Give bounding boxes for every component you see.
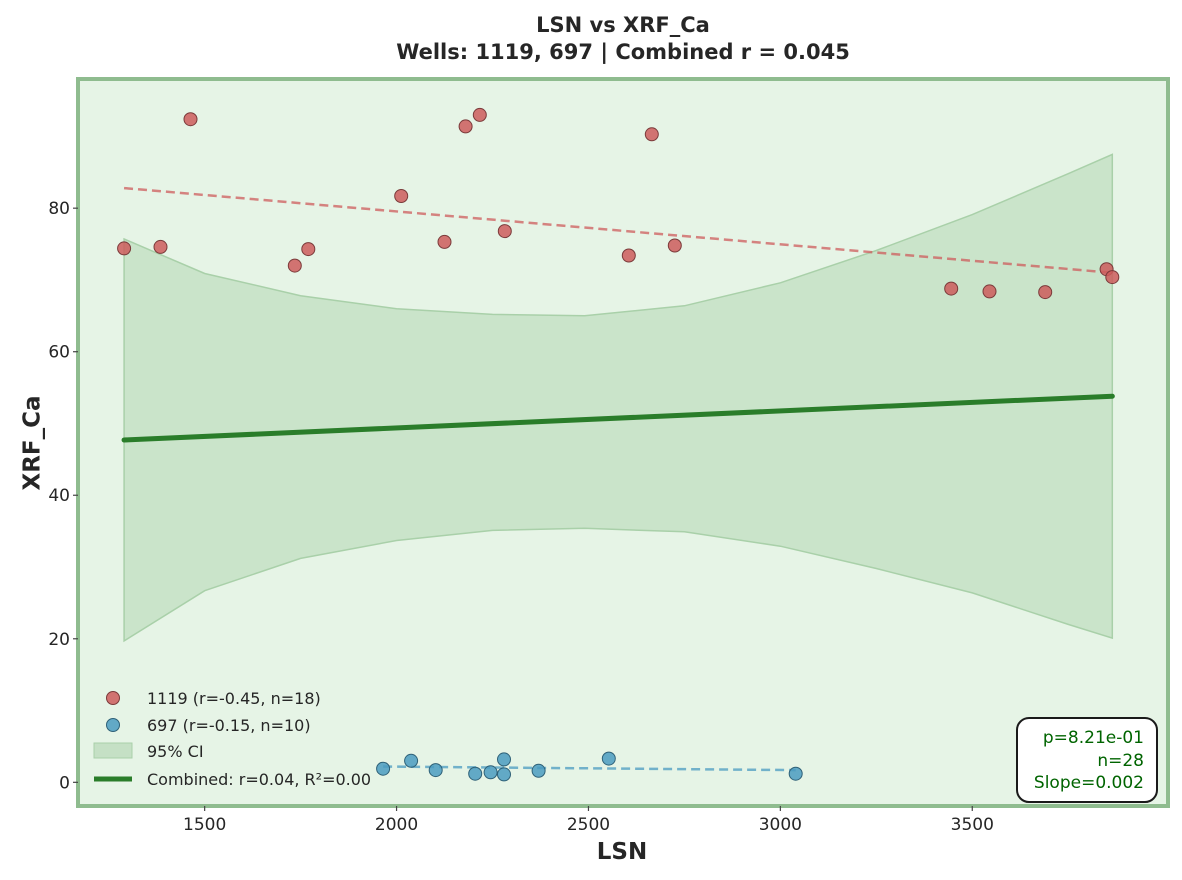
legend-swatch-ci: [93, 742, 133, 759]
x-tick-label: 3000: [759, 815, 802, 835]
chart-subtitle: Wells: 1119, 697 | Combined r = 0.045: [396, 40, 850, 65]
data-point-1119: [667, 238, 682, 253]
legend: 1119 (r=-0.45, n=18) 697 (r=-0.15, n=10)…: [93, 689, 371, 789]
data-point-1119: [1038, 285, 1053, 300]
y-tick-label: 80: [48, 199, 70, 219]
data-point-1119: [944, 281, 959, 296]
y-tick-label: 60: [48, 343, 70, 363]
data-point-1119: [437, 234, 452, 249]
data-points-layer: [117, 107, 1120, 782]
plot-frame: [76, 77, 1170, 808]
stats-p-value: p=8.21e-01: [1043, 728, 1144, 748]
data-point-697: [376, 761, 391, 776]
x-tick-label: 1500: [183, 815, 226, 835]
data-point-1119: [497, 224, 512, 239]
x-tick-label: 3500: [951, 815, 994, 835]
axes-layer: 1500 2000 2500 3000 3500 0 20 40 60 80: [48, 199, 994, 835]
data-point-1119: [472, 107, 487, 122]
y-axis-label: XRF_Ca: [20, 395, 46, 490]
stats-slope: Slope=0.002: [1034, 773, 1144, 793]
data-point-697: [404, 753, 419, 768]
data-point-1119: [183, 112, 198, 127]
data-point-697: [483, 765, 498, 780]
combined-fit-line: [121, 393, 1115, 443]
data-point-697: [497, 752, 511, 767]
data-point-1119: [1105, 270, 1120, 285]
x-tick-label: 2500: [567, 815, 610, 835]
y-tick-label: 0: [59, 773, 70, 793]
data-point-697: [497, 767, 511, 782]
stats-box-frame: [1016, 717, 1158, 803]
data-point-1119: [394, 189, 409, 203]
legend-marker-697: [106, 718, 120, 732]
data-point-697: [788, 766, 803, 781]
y-tick-label: 40: [48, 486, 70, 506]
data-point-1119: [458, 119, 473, 134]
data-point-1119: [644, 127, 659, 142]
data-point-697: [601, 751, 616, 766]
x-tick-label: 2000: [375, 815, 418, 835]
data-point-1119: [117, 241, 132, 256]
data-point-1119: [982, 284, 997, 299]
legend-marker-1119: [106, 691, 120, 705]
stats-n: n=28: [1097, 751, 1144, 771]
legend-label-697: 697 (r=-0.15, n=10): [147, 716, 311, 735]
data-point-1119: [621, 248, 636, 263]
data-point-697: [468, 766, 483, 781]
x-axis-label: LSN: [597, 839, 647, 865]
stats-box: p=8.21e-01 n=28 Slope=0.002: [1016, 717, 1158, 803]
plot-background: [78, 79, 1168, 806]
trend-line-697: [383, 765, 796, 772]
y-tick-label: 20: [48, 630, 70, 650]
legend-label-1119: 1119 (r=-0.45, n=18): [147, 689, 321, 708]
data-point-697: [531, 763, 546, 778]
legend-label-ci: 95% CI: [147, 742, 204, 761]
trend-line-1119: [123, 186, 1113, 275]
data-point-697: [428, 763, 443, 778]
confidence-band-layer: [123, 153, 1114, 643]
data-point-1119: [287, 258, 302, 273]
data-point-1119: [153, 239, 168, 254]
data-point-1119: [301, 242, 316, 257]
confidence-band-95: [123, 153, 1114, 643]
legend-label-combined: Combined: r=0.04, R²=0.00: [147, 770, 371, 789]
trend-lines-layer: [121, 186, 1115, 772]
chart-title: LSN vs XRF_Ca: [536, 13, 710, 37]
